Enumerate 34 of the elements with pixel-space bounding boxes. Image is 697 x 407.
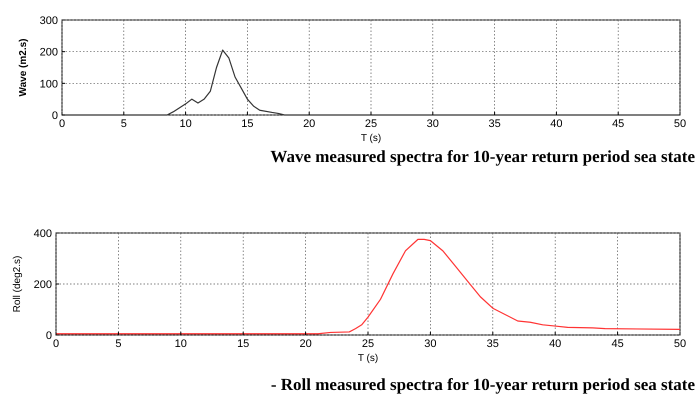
x-tick-label: 10 xyxy=(174,338,187,350)
y-tick-label: 200 xyxy=(40,46,58,59)
x-tick-label: 5 xyxy=(115,338,122,350)
x-tick-label: 30 xyxy=(426,118,439,130)
x-tick-label: 50 xyxy=(674,338,686,350)
x-axis-title: T (s) xyxy=(360,133,382,144)
text: Wave measured spectra for 10-year return period sea state xyxy=(270,147,696,166)
y-tick-label: 0 xyxy=(52,110,58,122)
y-tick-label: 100 xyxy=(40,78,58,90)
x-tick-label: 10 xyxy=(179,118,192,130)
x-tick-label: 25 xyxy=(362,338,374,350)
y-tick-label: 200 xyxy=(34,279,52,291)
x-tick-label: 30 xyxy=(424,338,437,350)
x-tick-label: 25 xyxy=(364,118,378,130)
y-tick-label: 300 xyxy=(40,15,58,27)
text: - Roll measured spectra for 10-year return period sea state xyxy=(270,375,696,394)
y-tick-label: 0 xyxy=(46,330,52,342)
y-axis-title: Roll (deg2.s) xyxy=(12,256,23,312)
x-tick-label: 45 xyxy=(612,118,624,130)
x-axis-title: T (s) xyxy=(358,353,378,364)
x-tick-label: 40 xyxy=(550,118,563,130)
x-tick-label: 35 xyxy=(488,118,501,130)
y-axis-title: Wave (m2.s) xyxy=(18,38,29,96)
x-tick-label: 50 xyxy=(674,118,686,130)
x-tick-label: 15 xyxy=(241,118,254,130)
x-tick-label: 20 xyxy=(299,338,312,350)
x-tick-label: 40 xyxy=(549,338,562,350)
x-tick-label: 20 xyxy=(303,118,316,130)
x-tick-label: 0 xyxy=(58,118,66,130)
x-tick-label: 35 xyxy=(486,338,499,350)
y-tick-label: 400 xyxy=(34,228,52,240)
x-tick-label: 45 xyxy=(611,338,624,350)
x-tick-label: 15 xyxy=(237,338,250,350)
x-tick-label: 5 xyxy=(120,118,127,130)
